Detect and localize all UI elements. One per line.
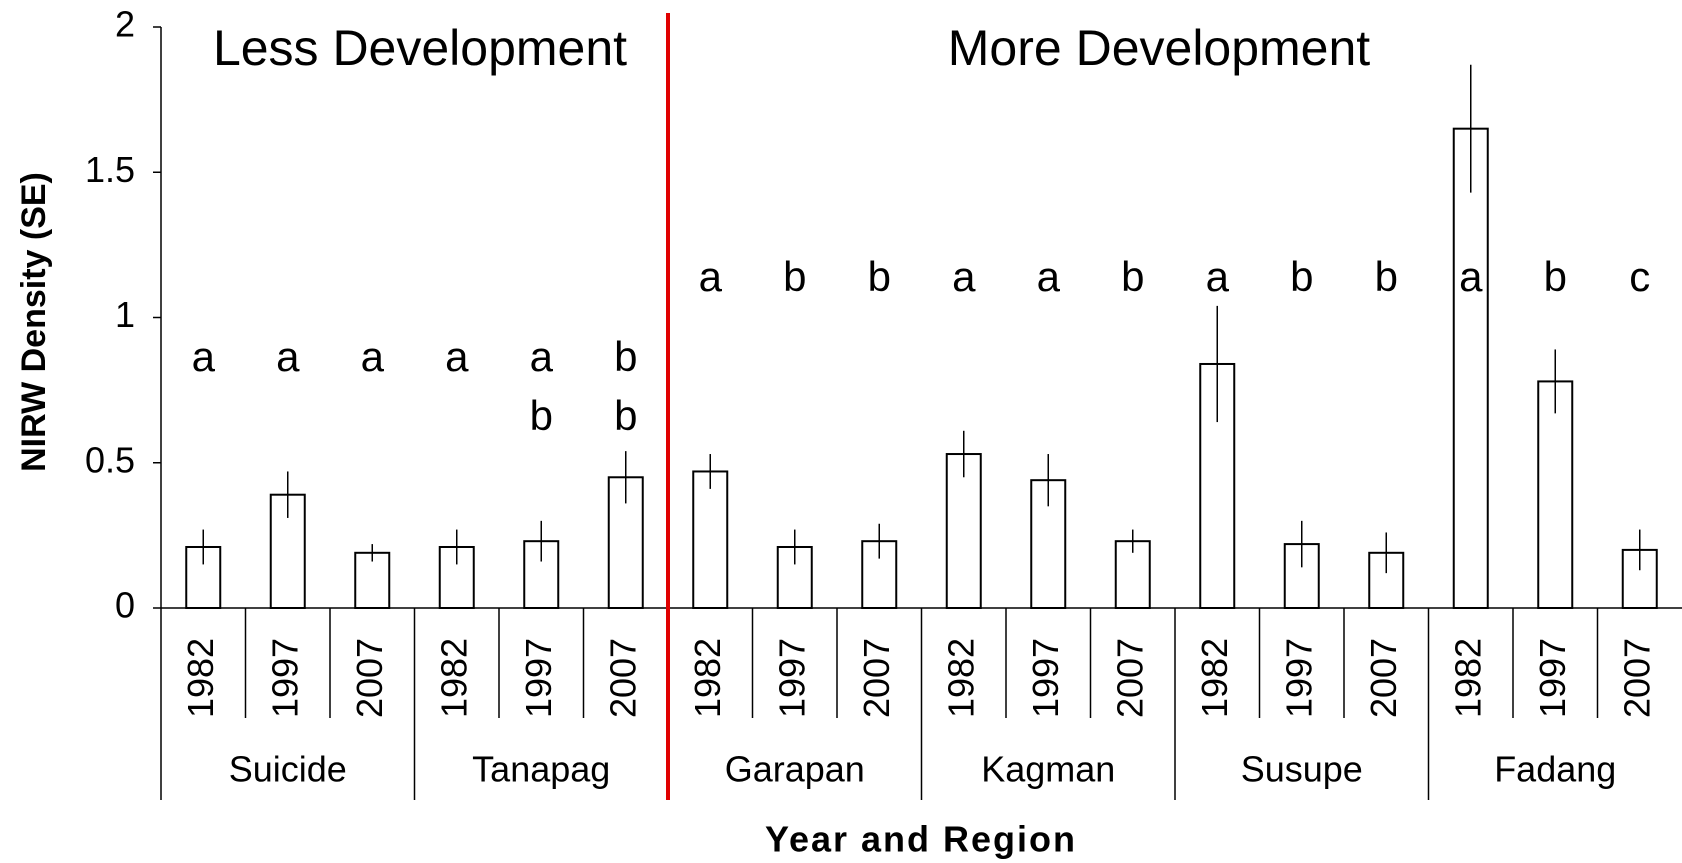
x-tick-label: 1997 xyxy=(771,638,812,718)
y-tick-label: 2 xyxy=(115,4,135,45)
annotation: Less Development xyxy=(213,20,627,76)
group-label: Garapan xyxy=(725,749,865,790)
significance-letter: b xyxy=(868,253,891,300)
bar xyxy=(1199,362,1236,610)
significance-letter: a xyxy=(530,333,554,380)
bar xyxy=(1537,380,1574,609)
significance-letter: b xyxy=(530,392,553,439)
x-tick-label: 1982 xyxy=(940,638,981,718)
bar xyxy=(945,453,982,609)
group-label: Tanapag xyxy=(472,749,610,790)
x-tick-label: 1982 xyxy=(433,638,474,718)
x-tick-label: 1997 xyxy=(1278,638,1319,718)
x-tick-label: 1982 xyxy=(687,638,728,718)
y-tick-label: 1.5 xyxy=(85,149,135,190)
x-tick-label: 1982 xyxy=(1447,638,1488,718)
x-axis-title: Year and Region xyxy=(765,819,1077,860)
y-tick-label: 1 xyxy=(115,294,135,335)
x-tick-label: 1982 xyxy=(1194,638,1235,718)
group-label: Fadang xyxy=(1494,749,1616,790)
significance-letter: a xyxy=(699,253,723,300)
significance-letter: a xyxy=(1206,253,1230,300)
group-label: Kagman xyxy=(981,749,1115,790)
significance-letter: b xyxy=(1375,253,1398,300)
x-tick-label: 2007 xyxy=(1363,638,1404,718)
x-tick-label: 1997 xyxy=(1532,638,1573,718)
x-tick-label: 1997 xyxy=(1025,638,1066,718)
significance-letter: b xyxy=(1290,253,1313,300)
x-tick-label: 1982 xyxy=(180,638,221,718)
x-tick-label: 1997 xyxy=(518,638,559,718)
significance-letter: a xyxy=(276,333,300,380)
significance-letter: b xyxy=(614,333,637,380)
significance-letter: a xyxy=(361,333,385,380)
x-tick-label: 2007 xyxy=(602,638,643,718)
group-label: Susupe xyxy=(1241,749,1363,790)
y-axis-title: NIRW Density (SE) xyxy=(15,172,53,472)
x-tick-label: 2007 xyxy=(1616,638,1657,718)
x-tick-label: 2007 xyxy=(856,638,897,718)
x-tick-label: 2007 xyxy=(1109,638,1150,718)
significance-letter: a xyxy=(1037,253,1061,300)
significance-letter: a xyxy=(445,333,469,380)
bar xyxy=(1368,551,1405,609)
x-tick-label: 1997 xyxy=(264,638,305,718)
bar xyxy=(1114,540,1151,609)
y-tick-label: 0 xyxy=(115,585,135,626)
significance-letter: b xyxy=(1121,253,1144,300)
significance-letter: a xyxy=(192,333,216,380)
significance-letter: b xyxy=(1544,253,1567,300)
significance-letter: b xyxy=(783,253,806,300)
bar xyxy=(692,470,729,609)
significance-letter: a xyxy=(952,253,976,300)
bar xyxy=(354,551,391,609)
annotation: More Development xyxy=(948,20,1371,76)
x-tick-label: 2007 xyxy=(349,638,390,718)
significance-letter: b xyxy=(614,392,637,439)
significance-letter: c xyxy=(1629,253,1650,300)
group-label: Suicide xyxy=(229,749,347,790)
y-tick-label: 0.5 xyxy=(85,439,135,480)
bar xyxy=(1452,127,1489,610)
significance-letter: a xyxy=(1459,253,1483,300)
